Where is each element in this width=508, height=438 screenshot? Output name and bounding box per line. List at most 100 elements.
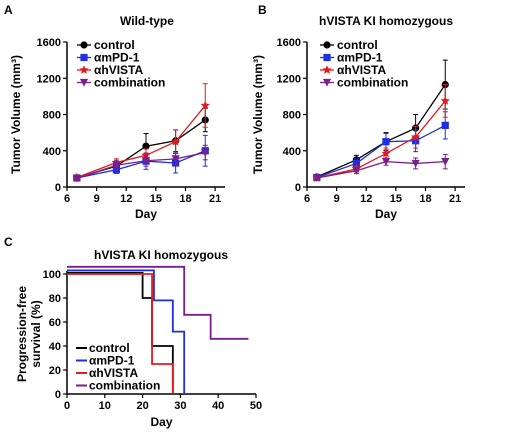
legend-marker [322, 78, 332, 87]
y-tick-label: 400 [43, 146, 61, 158]
y-axis-label-line-1: Progression-free [15, 286, 29, 382]
y-tick-label: 1200 [277, 73, 301, 85]
panel-letter-a: A [4, 3, 13, 17]
series-line [76, 150, 206, 179]
x-tick-label: 10 [99, 400, 111, 412]
series-line [316, 124, 446, 179]
x-axis-label: Day [150, 415, 172, 429]
chart-title: hVISTA KI homozygous [94, 248, 228, 262]
legend-label: combination [94, 76, 165, 90]
legend-label: αmPD-1 [337, 51, 383, 65]
survival-curve-mpd-1 [67, 269, 186, 394]
legend-label: αhVISTA [337, 63, 386, 77]
legend-label: control [337, 38, 378, 52]
y-tick-label: 800 [43, 110, 61, 122]
x-tick-label: 0 [64, 400, 70, 412]
y-tick-label: 0 [295, 182, 301, 194]
x-tick-label: 9 [334, 193, 340, 205]
y-tick-label: 800 [283, 110, 301, 122]
data-point [382, 138, 390, 146]
data-point [381, 158, 391, 166]
legend-item-mpd-1: αmPD-1 [76, 354, 135, 368]
legend-item-control: control [320, 38, 378, 52]
legend-label: αmPD-1 [94, 51, 140, 65]
x-tick-label: 40 [212, 400, 224, 412]
series-combination [312, 153, 450, 183]
panel-letter-c: C [4, 235, 13, 249]
y-tick-label: 80 [49, 293, 61, 305]
legend-item-control: control [76, 341, 130, 355]
data-point [201, 148, 210, 157]
legend-label: control [89, 341, 130, 355]
data-point [142, 142, 150, 150]
chart-hvista-ki-homozygous: 6 9 12 15 18 21 0 400 800 1200 1600 Day Tumor Volume… [251, 14, 465, 221]
x-tick-label: 6 [64, 193, 70, 205]
x-axis-label: Day [375, 207, 397, 221]
y-tick-label: 1600 [277, 37, 301, 49]
x-tick-label: 18 [179, 193, 191, 205]
y-tick-label: 1200 [37, 73, 61, 85]
x-tick-label: 18 [419, 193, 431, 205]
legend-item-hvista: αhVISTA [320, 63, 386, 77]
legend-item-mpd-1: αmPD-1 [320, 51, 383, 65]
chart-wild-type: 6 9 12 15 18 21 0 400 800 1200 1600 Day Tumor Volume… [9, 14, 225, 221]
data-point [200, 100, 210, 110]
legend-item-hvista: αhVISTA [77, 63, 143, 77]
legend-marker [80, 53, 88, 62]
x-axis-label: Day [135, 207, 157, 221]
legend-label: combination [89, 379, 160, 393]
data-point [352, 159, 360, 168]
legend-label: αhVISTA [94, 63, 143, 77]
legend-marker [322, 65, 332, 74]
legend-item-control: control [77, 38, 135, 52]
x-tick-label: 50 [250, 400, 262, 412]
x-tick-label: 20 [136, 400, 148, 412]
y-axis-label: Tumor Volume (mm³) [251, 55, 265, 174]
data-point [141, 157, 151, 165]
y-tick-label: 0 [55, 182, 61, 194]
series-line [76, 105, 206, 179]
x-tick-label: 21 [449, 193, 461, 205]
data-point [112, 161, 121, 170]
y-tick-label: 100 [43, 269, 61, 281]
x-tick-label: 12 [360, 193, 372, 205]
chart-title: hVISTA KI homozygous [319, 14, 453, 28]
x-tick-label: 6 [304, 193, 310, 205]
x-tick-label: 9 [94, 193, 100, 205]
legend-item-combination: combination [76, 379, 160, 393]
y-tick-label: 40 [49, 341, 61, 353]
x-tick-label: 30 [174, 400, 186, 412]
series-mpd-1 [73, 134, 209, 182]
data-point [411, 159, 420, 168]
legend-item-hvista: αhVISTA [76, 366, 138, 380]
y-tick-label: 1600 [37, 37, 61, 49]
chart-title: Wild-type [120, 14, 174, 28]
legend-marker [80, 41, 88, 49]
series-hvista [72, 83, 210, 182]
data-point [312, 174, 321, 183]
legend-label: αmPD-1 [89, 354, 135, 368]
data-point [441, 121, 449, 129]
y-axis-label: Tumor Volume (mm³) [9, 55, 23, 174]
legend-item-combination: combination [320, 76, 408, 90]
y-tick-label: 400 [283, 146, 301, 158]
data-point [440, 96, 450, 105]
chart-progression-free-survival: 0 10 20 30 40 50 0 20 40 60 80 100 Day Progression-fr… [15, 248, 262, 429]
x-tick-label: 12 [120, 193, 132, 205]
legend-label: combination [337, 76, 408, 90]
legend-marker [79, 78, 89, 87]
y-tick-label: 20 [49, 365, 61, 377]
y-axis-label-line-2: survival (%) [29, 300, 43, 367]
data-point [352, 167, 361, 175]
data-point [381, 148, 391, 158]
x-tick-label: 21 [209, 193, 221, 205]
legend-marker [323, 53, 331, 62]
y-tick-label: 60 [49, 317, 61, 329]
legend-marker [79, 65, 89, 74]
data-point [72, 174, 81, 183]
data-point [171, 155, 180, 164]
series-line [316, 160, 446, 179]
data-point [441, 158, 450, 166]
legend-label: αhVISTA [89, 366, 138, 380]
data-point [411, 132, 421, 142]
